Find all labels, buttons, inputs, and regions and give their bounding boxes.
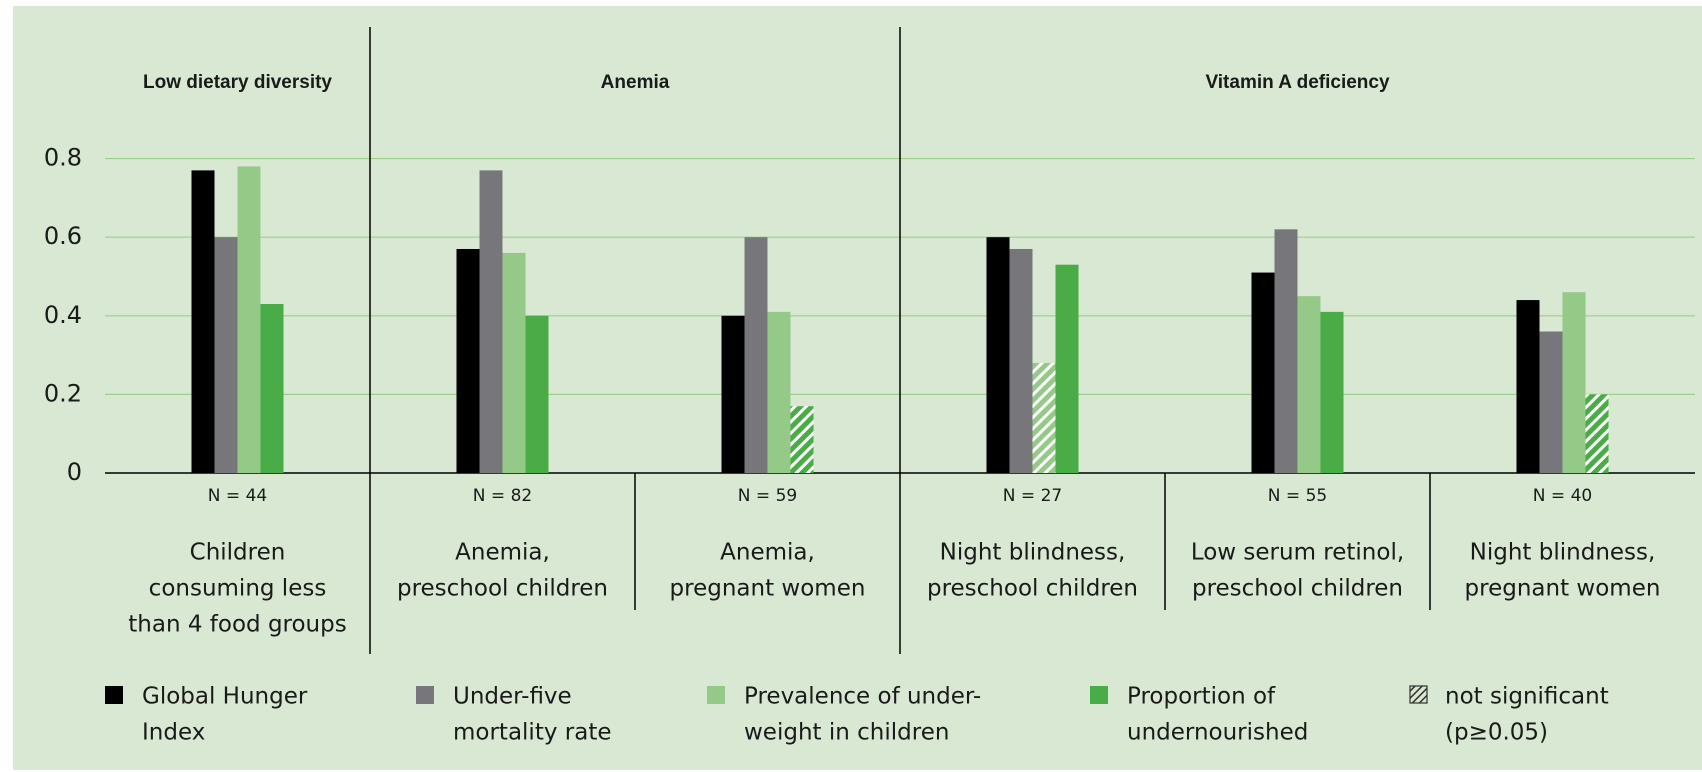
bar xyxy=(767,311,791,473)
n-label: N = 59 xyxy=(738,486,797,506)
bar xyxy=(237,166,261,473)
n-label: N = 27 xyxy=(1003,486,1062,506)
y-tick-label: 0.2 xyxy=(44,379,82,407)
x-tick-label: preschool children xyxy=(927,576,1138,602)
bar xyxy=(1516,300,1540,473)
bar xyxy=(502,252,526,473)
bar xyxy=(1297,296,1321,473)
bar xyxy=(790,406,814,473)
legend-label: mortality rate xyxy=(453,720,611,746)
bar xyxy=(1274,229,1298,473)
x-tick-label: preschool children xyxy=(397,576,608,602)
bar xyxy=(986,237,1010,473)
legend-label: undernourished xyxy=(1127,720,1308,746)
legend-swatch xyxy=(1090,686,1108,704)
x-tick-label: Night blindness, xyxy=(1470,540,1656,566)
group-title: Low dietary diversity xyxy=(143,72,332,93)
bar xyxy=(260,304,284,473)
legend-label: Prevalence of under- xyxy=(744,684,981,710)
legend-label: Index xyxy=(142,720,205,746)
x-tick-label: consuming less xyxy=(149,576,327,602)
x-tick-label: than 4 food groups xyxy=(128,612,346,638)
bar xyxy=(744,237,768,473)
legend-label: not significant xyxy=(1445,684,1609,710)
x-tick-label: Anemia, xyxy=(455,540,550,566)
bar xyxy=(1055,264,1079,473)
bar xyxy=(214,237,238,473)
bar xyxy=(1539,331,1563,473)
legend-label: (p≥0.05) xyxy=(1445,720,1548,746)
x-tick-label: Children xyxy=(190,540,286,566)
x-tick-label: preschool children xyxy=(1192,576,1403,602)
n-label: N = 44 xyxy=(208,486,267,506)
y-tick-label: 0.6 xyxy=(44,222,82,250)
x-tick-label: Anemia, xyxy=(720,540,815,566)
n-label: N = 55 xyxy=(1268,486,1327,506)
legend-label: weight in children xyxy=(744,720,949,746)
bar xyxy=(721,315,745,473)
n-label: N = 40 xyxy=(1533,486,1592,506)
bar xyxy=(479,170,503,474)
bar xyxy=(456,248,480,473)
chart-background xyxy=(13,6,1702,770)
legend-swatch xyxy=(1409,685,1428,704)
x-tick-label: pregnant women xyxy=(1465,576,1661,602)
x-tick-label: pregnant women xyxy=(670,576,866,602)
bar xyxy=(525,315,549,473)
bar xyxy=(1032,362,1056,473)
bar xyxy=(191,170,215,474)
bar xyxy=(1585,394,1609,473)
bar xyxy=(1320,311,1344,473)
legend-label: Under-five xyxy=(453,684,572,710)
legend-label: Global Hunger xyxy=(142,684,308,710)
legend-swatch xyxy=(707,686,725,704)
group-title: Anemia xyxy=(601,72,670,93)
y-tick-label: 0.8 xyxy=(44,144,82,172)
legend-label: Proportion of xyxy=(1127,684,1276,710)
x-tick-label: Low serum retinol, xyxy=(1191,540,1404,566)
y-tick-label: 0.4 xyxy=(44,301,82,329)
y-tick-label: 0 xyxy=(67,458,82,486)
bar xyxy=(1562,292,1586,473)
bar xyxy=(1251,272,1275,473)
legend-swatch xyxy=(105,686,123,704)
legend-swatch xyxy=(416,686,434,704)
group-title: Vitamin A deficiency xyxy=(1205,72,1390,93)
x-tick-label: Night blindness, xyxy=(940,540,1126,566)
bar xyxy=(1009,248,1033,473)
n-label: N = 82 xyxy=(473,486,532,506)
